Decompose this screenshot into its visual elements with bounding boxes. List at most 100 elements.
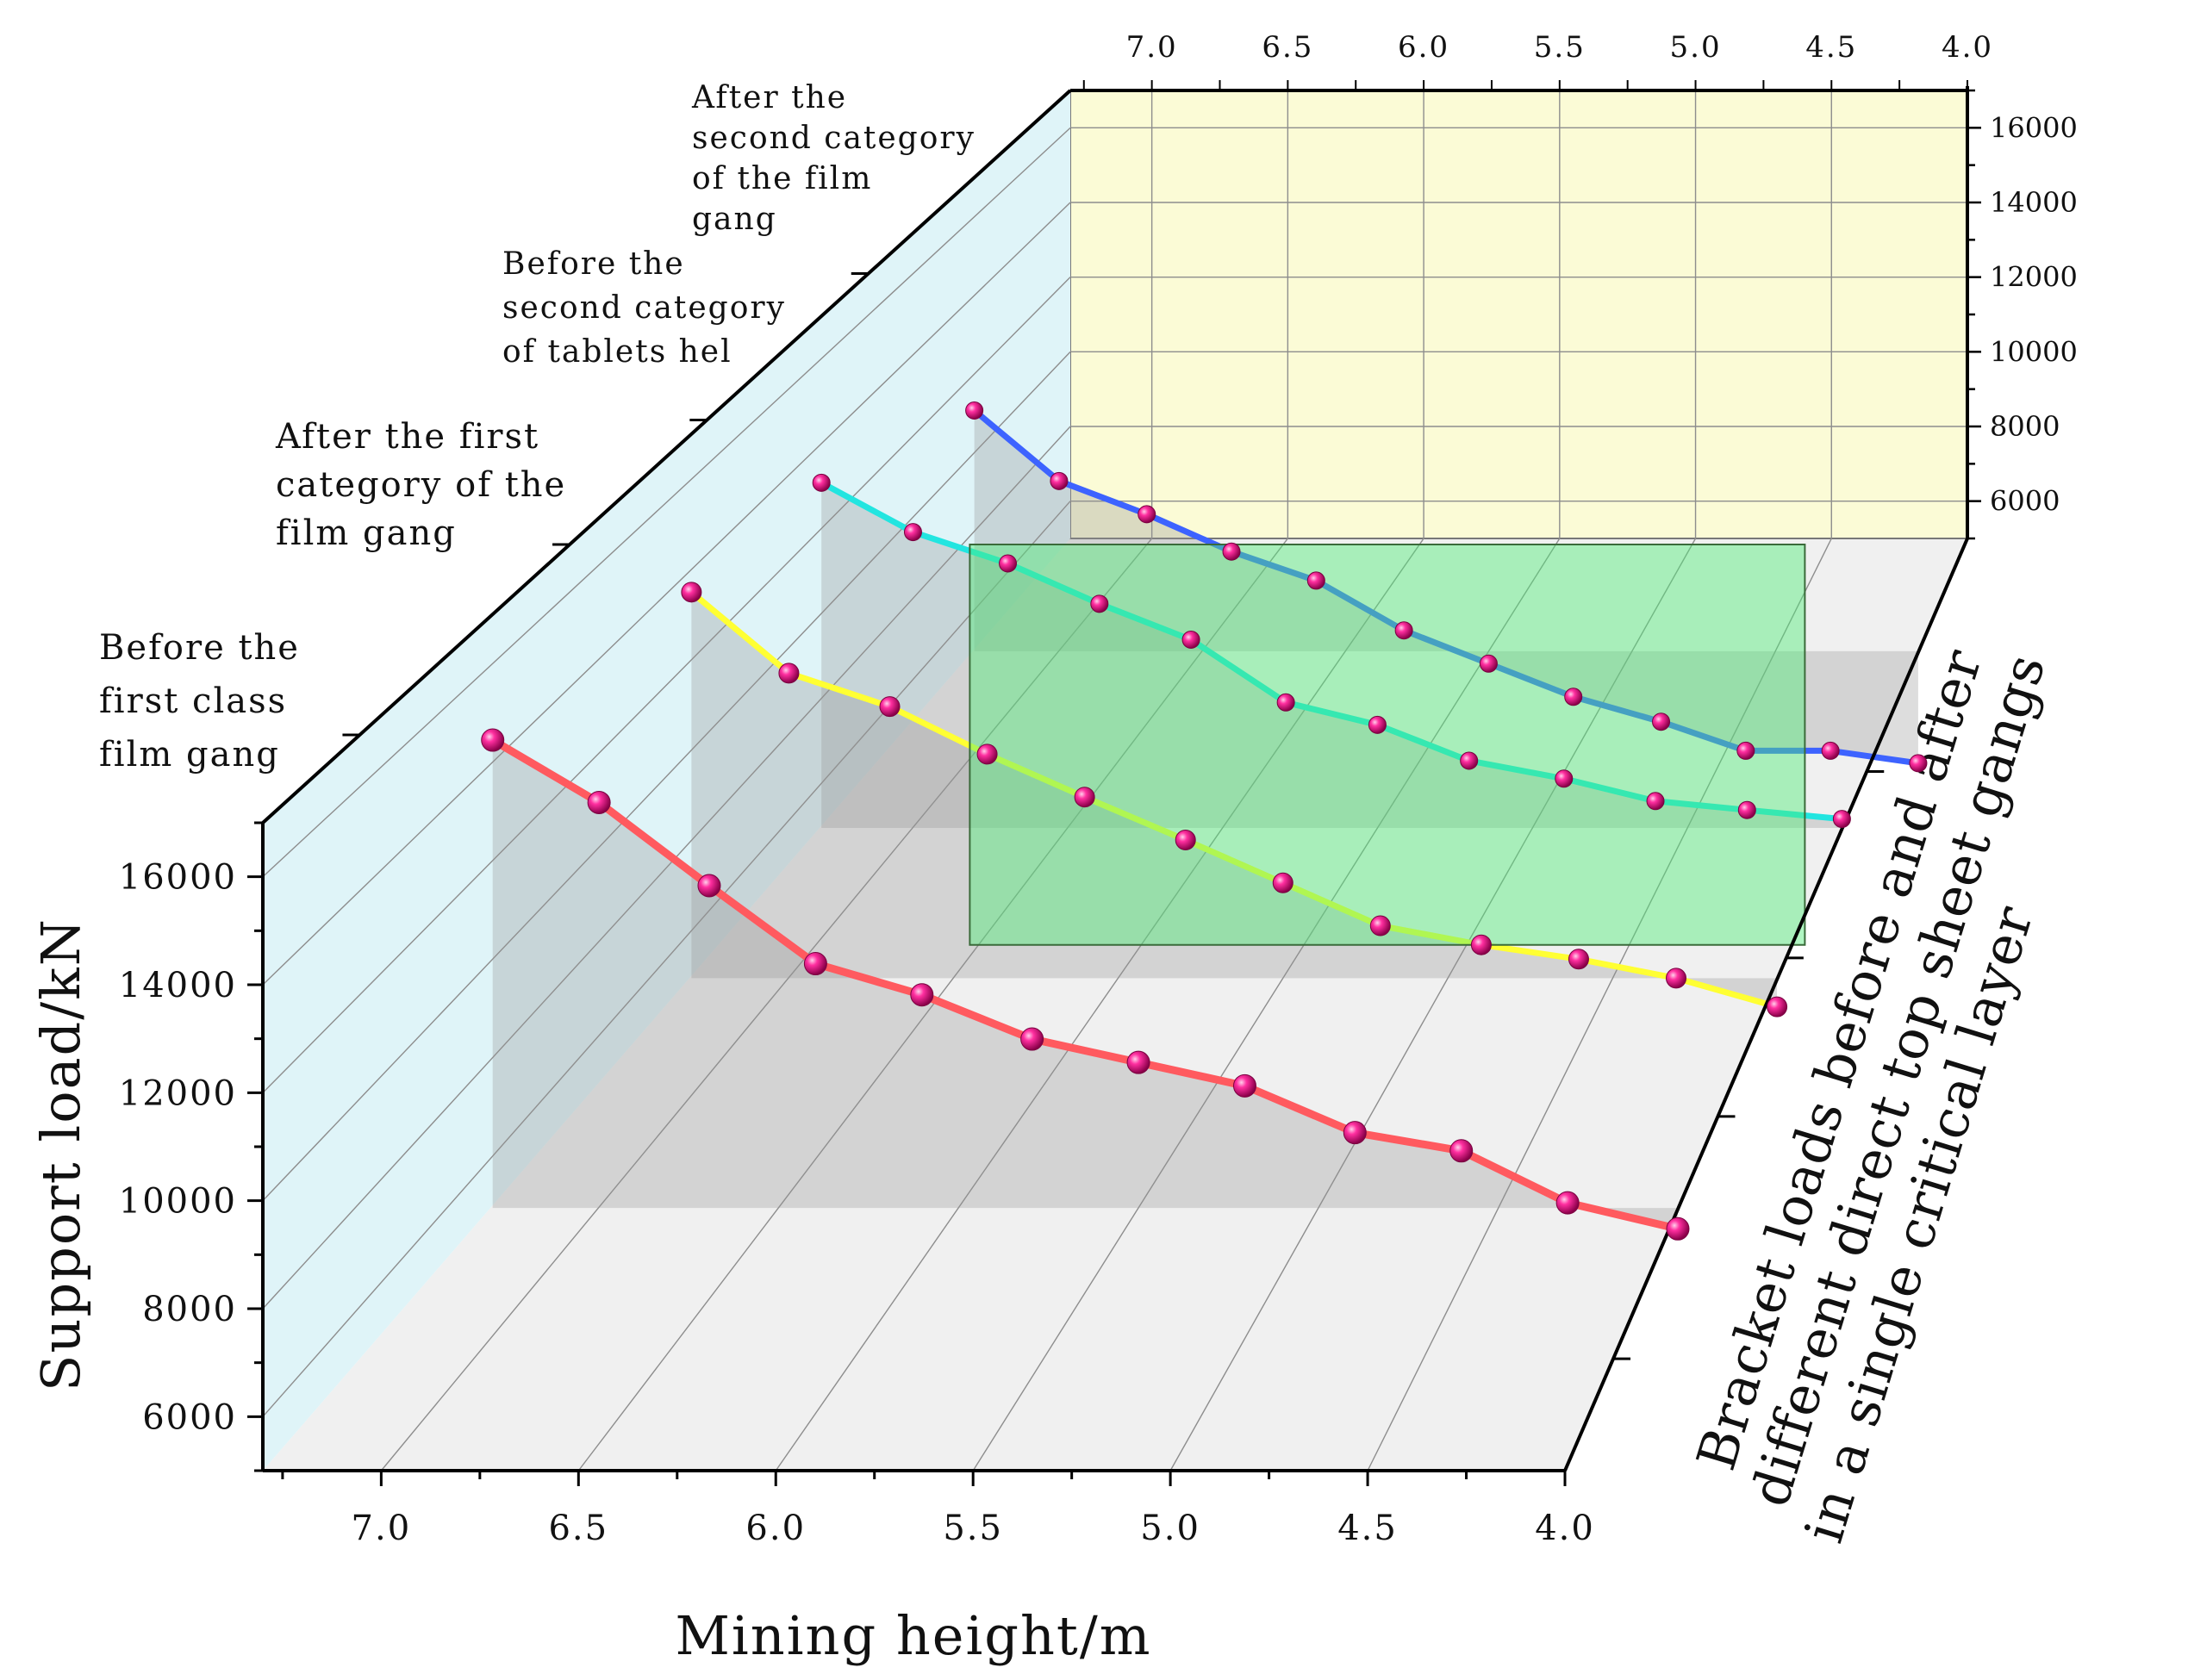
right-y-tick-labels: 6000 8000 10000 12000 14000 16000 (1990, 111, 2078, 517)
frame-right-bottom (1563, 538, 1969, 1472)
top-x-tick-labels: 7.0 6.5 6.0 5.5 5.0 4.5 4.0 (1126, 30, 1993, 65)
x-tick-label: 5.0 (1140, 1509, 1200, 1548)
series-1-point-8 (1470, 934, 1492, 955)
series-2-point-8 (1555, 769, 1574, 788)
series-0-point-9 (1449, 1139, 1474, 1163)
series-2-point-4 (1181, 630, 1200, 649)
series-3-point-0 (965, 401, 984, 420)
series-lines (490, 408, 1919, 1233)
y-tick-label: 16000 (119, 858, 237, 898)
floor-gridline-x-3 (972, 538, 1561, 1472)
back-wall (1069, 90, 1968, 539)
floor-gridline-x-1 (577, 538, 1288, 1472)
top-x-tick-label: 5.5 (1534, 30, 1586, 65)
series-1-point-2 (879, 696, 901, 718)
series-1-point-11 (1767, 996, 1788, 1017)
series-shadow-3 (974, 410, 1918, 763)
series-label-1-line-2: film gang (276, 513, 457, 553)
top-x-tick-label: 6.5 (1262, 30, 1313, 65)
x-tick-label: 6.5 (548, 1509, 608, 1548)
series-label-2-line-0: Before the (502, 246, 685, 282)
series-0-point-8 (1343, 1121, 1367, 1145)
leftwall-gridline-y-1 (262, 426, 1071, 1310)
right-y-tick-label: 8000 (1990, 410, 2060, 443)
x-tick-labels: 7.0 6.5 6.0 5.5 5.0 4.5 4.0 (352, 1509, 1595, 1548)
right-y-tick-label: 12000 (1990, 261, 2078, 294)
series-1-point-1 (778, 663, 800, 684)
series-0-point-1 (587, 790, 611, 814)
series-3-point-10 (1821, 741, 1840, 760)
series-0-point-11 (1666, 1216, 1690, 1241)
leftwall-gridline-y-0 (262, 501, 1071, 1417)
series-shadow-0 (492, 740, 1678, 1229)
series-3-point-3 (1222, 542, 1241, 561)
top-x-tick-label: 7.0 (1126, 30, 1178, 65)
top-x-tick-label: 6.0 (1398, 30, 1449, 65)
series-0-point-5 (1020, 1027, 1044, 1051)
series-1-point-5 (1175, 829, 1196, 850)
x-tick-label: 4.0 (1535, 1509, 1595, 1548)
series-label-1-line-1: category of the (276, 465, 566, 505)
floor-gridline-x-0 (380, 538, 1153, 1472)
floor-gridline-x-2 (775, 538, 1424, 1472)
series-label-3-line-3: gang (692, 202, 777, 237)
series-1-point-10 (1666, 968, 1687, 989)
series-label-3-line-0: After the (691, 80, 847, 115)
series-label-3-line-2: of the film (692, 161, 872, 196)
series-label-2-line-2: of tablets hel (502, 334, 732, 370)
series-label-1-line-0: After the first (275, 417, 539, 457)
series-2-point-0 (812, 473, 831, 492)
series-3-point-5 (1394, 621, 1413, 640)
series-0-point-2 (697, 874, 721, 898)
leftwall-gridline-y-3 (262, 277, 1071, 1093)
grid-lines (262, 90, 1968, 1472)
series-3-point-1 (1050, 471, 1069, 490)
series-line-2 (820, 480, 1842, 823)
series-3-point-7 (1564, 688, 1583, 706)
series-3-point-11 (1909, 754, 1928, 773)
series-1-point-3 (976, 744, 998, 765)
y-tick-label: 14000 (119, 966, 237, 1005)
series-label-0-line-1: first class (99, 681, 287, 721)
leftwall-gridline-y-2 (262, 351, 1071, 1202)
series-label-2-line-1: second category (502, 290, 786, 326)
y-tick-label: 8000 (142, 1290, 237, 1329)
series-2-point-10 (1737, 800, 1756, 819)
series-2-point-3 (1090, 594, 1109, 613)
series-2-point-2 (999, 554, 1018, 573)
series-3-point-4 (1306, 571, 1325, 590)
series-line-1 (689, 589, 1779, 1010)
series-2-point-7 (1460, 751, 1479, 770)
series-3-point-2 (1138, 505, 1156, 524)
top-x-tick-label: 4.0 (1942, 30, 1993, 65)
right-y-tick-label: 14000 (1990, 186, 2078, 219)
series-1-point-0 (681, 582, 702, 603)
floor-gridline-x-4 (1169, 538, 1697, 1472)
series-2-point-1 (903, 523, 922, 542)
series-3-point-6 (1479, 654, 1498, 673)
series-0-point-3 (803, 952, 827, 976)
series-3-point-9 (1736, 741, 1755, 760)
right-y-tick-label: 10000 (1990, 335, 2078, 368)
leftwall-gridline-y-5 (262, 127, 1071, 878)
series-0-point-0 (481, 728, 505, 752)
y-axis-title: Support load/kN (29, 918, 92, 1391)
series-1-point-4 (1074, 787, 1095, 808)
series-line-0 (490, 737, 1680, 1233)
right-y-tick-label: 6000 (1990, 485, 2060, 518)
leftwall-gridline-y-4 (262, 202, 1071, 986)
x-tick-label: 4.5 (1337, 1509, 1398, 1548)
left-wall (263, 90, 1070, 1471)
series-labels: Before the first class film gang After the … (99, 80, 974, 775)
right-y-tick-label: 16000 (1990, 111, 2078, 144)
x-tick-label: 5.5 (943, 1509, 1003, 1548)
series-line-3 (972, 408, 1919, 767)
series-label-0-line-2: film gang (99, 735, 280, 775)
x-tick-label: 6.0 (745, 1509, 806, 1548)
series-2-point-6 (1368, 715, 1387, 734)
series-3-point-8 (1652, 712, 1671, 731)
x-tick-label: 7.0 (352, 1509, 412, 1548)
series-1-point-6 (1272, 872, 1293, 893)
series-0-point-4 (910, 983, 934, 1007)
